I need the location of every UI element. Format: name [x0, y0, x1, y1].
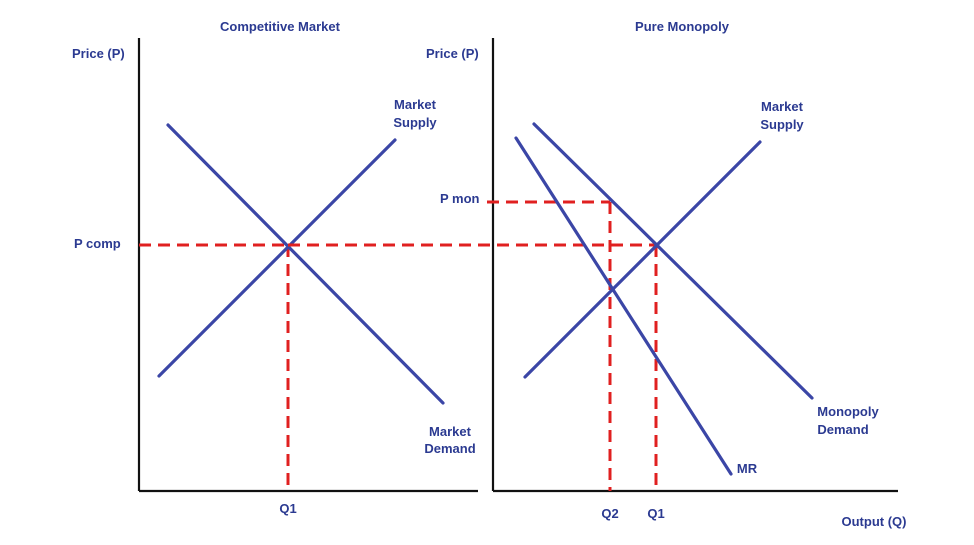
competitive-market-panel: Competitive Market Price (P) Market Supp… — [72, 19, 478, 516]
right-market-supply-curve — [523, 140, 762, 379]
pure-monopoly-panel: Pure Monopoly Price (P) Market Supply Mo… — [288, 19, 906, 529]
competitive-market-title: Competitive Market — [220, 19, 341, 34]
right-supply-label-line1: Market — [761, 99, 804, 114]
left-y-axis-label: Price (P) — [72, 46, 125, 61]
left-supply-label-line2: Supply — [393, 115, 437, 130]
monopoly-demand-curve — [532, 122, 814, 400]
q2-label: Q2 — [601, 506, 618, 521]
pure-monopoly-title: Pure Monopoly — [635, 19, 730, 34]
p-mon-label: P mon — [440, 191, 480, 206]
market-demand-curve — [166, 123, 445, 405]
right-supply-label-line2: Supply — [760, 117, 804, 132]
left-demand-label-line2: Demand — [424, 441, 475, 456]
left-q1-label: Q1 — [279, 501, 296, 516]
marginal-revenue-curve — [514, 136, 733, 476]
right-q1-label: Q1 — [647, 506, 664, 521]
monopoly-demand-label-line2: Demand — [817, 422, 868, 437]
p-comp-label: P comp — [74, 236, 121, 251]
market-supply-curve — [157, 138, 397, 378]
left-supply-label-line1: Market — [394, 97, 437, 112]
output-axis-label: Output (Q) — [842, 514, 907, 529]
left-demand-label-line1: Market — [429, 424, 472, 439]
mr-label: MR — [737, 461, 758, 476]
monopoly-demand-label-line1: Monopoly — [817, 404, 879, 419]
right-y-axis-label: Price (P) — [426, 46, 479, 61]
